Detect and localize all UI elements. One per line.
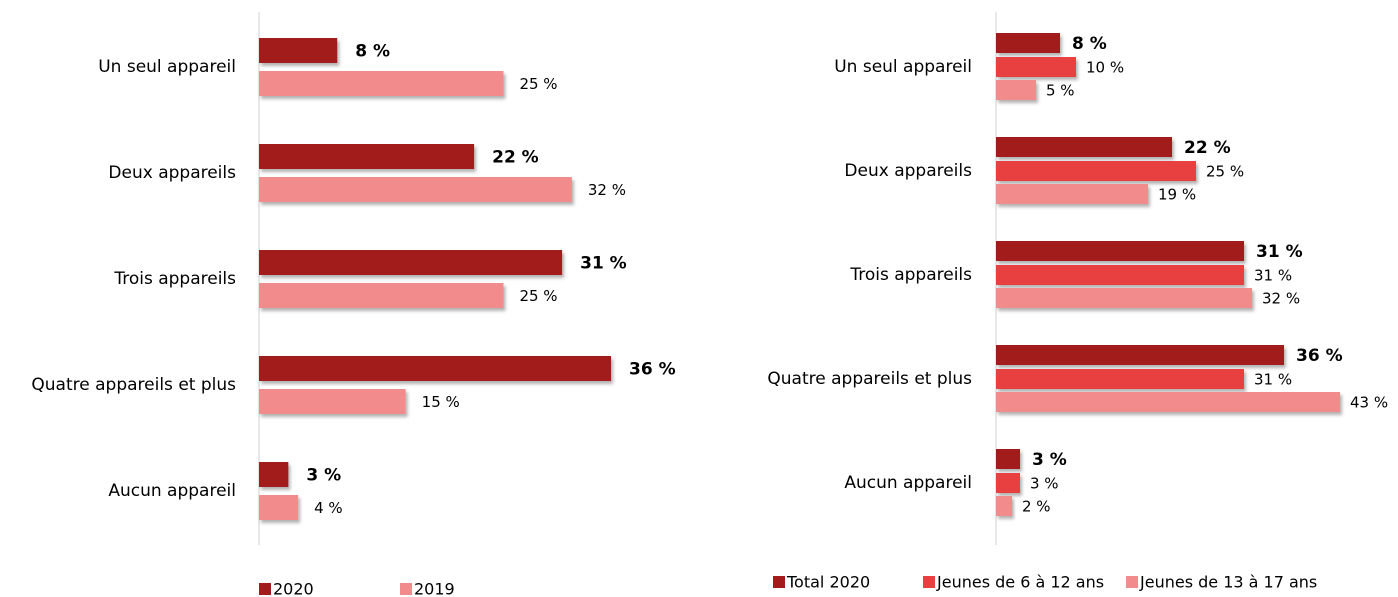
bar xyxy=(996,265,1244,285)
bar xyxy=(996,80,1036,100)
category-label: Deux appareils xyxy=(844,161,972,181)
value-label: 32 % xyxy=(588,181,626,199)
bar xyxy=(259,495,299,520)
bar xyxy=(996,288,1252,308)
value-label: 8 % xyxy=(355,42,390,62)
category-label: Aucun appareil xyxy=(844,473,972,493)
value-label: 32 % xyxy=(1262,290,1300,308)
legend-label: 2020 xyxy=(273,580,314,597)
value-label: 22 % xyxy=(1184,138,1231,158)
value-label: 25 % xyxy=(1206,163,1244,181)
bar xyxy=(996,184,1148,204)
category-label: Trois appareils xyxy=(113,269,236,289)
legend-swatch xyxy=(259,583,271,595)
legend-label: Total 2020 xyxy=(786,573,870,592)
legend-label: Jeunes de 6 à 12 ans xyxy=(936,573,1104,592)
value-label: 31 % xyxy=(1256,242,1303,262)
category-label: Quatre appareils et plus xyxy=(31,375,236,395)
value-label: 43 % xyxy=(1350,394,1388,412)
value-label: 31 % xyxy=(1254,267,1292,285)
bar xyxy=(996,473,1020,493)
category-label: Un seul appareil xyxy=(98,57,236,77)
bar xyxy=(259,283,504,308)
bar xyxy=(996,241,1244,261)
value-label: 10 % xyxy=(1086,59,1124,77)
bar xyxy=(259,389,406,414)
legend-swatch xyxy=(923,576,935,588)
bar xyxy=(996,33,1060,53)
value-label: 19 % xyxy=(1158,186,1196,204)
value-label: 25 % xyxy=(519,75,557,93)
value-label: 25 % xyxy=(519,287,557,305)
bar xyxy=(259,144,475,169)
value-label: 22 % xyxy=(492,148,539,168)
value-label: 31 % xyxy=(580,254,627,274)
category-label: Quatre appareils et plus xyxy=(767,369,972,389)
bar xyxy=(259,38,338,63)
category-label: Aucun appareil xyxy=(108,481,236,501)
bar xyxy=(996,137,1172,157)
bar xyxy=(996,161,1196,181)
value-label: 36 % xyxy=(629,360,676,380)
legend-label: Jeunes de 13 à 17 ans xyxy=(1139,573,1317,592)
value-label: 4 % xyxy=(314,499,343,517)
value-label: 2 % xyxy=(1022,498,1051,516)
value-label: 36 % xyxy=(1296,346,1343,366)
category-label: Deux appareils xyxy=(108,163,236,183)
legend-label: 2019 xyxy=(414,580,455,597)
bar xyxy=(996,57,1076,77)
value-label: 8 % xyxy=(1072,34,1107,54)
bar xyxy=(259,250,563,275)
bar xyxy=(996,392,1340,412)
value-label: 31 % xyxy=(1254,371,1292,389)
legend-swatch xyxy=(773,576,785,588)
value-label: 15 % xyxy=(422,393,460,411)
value-label: 3 % xyxy=(1032,450,1067,470)
value-label: 3 % xyxy=(306,466,341,486)
value-label: 5 % xyxy=(1046,82,1075,100)
bar xyxy=(259,71,504,96)
bar xyxy=(996,345,1284,365)
value-label: 3 % xyxy=(1030,475,1059,493)
category-label: Trois appareils xyxy=(849,265,972,285)
bar xyxy=(259,177,572,202)
bar xyxy=(259,356,611,381)
legend-swatch xyxy=(1126,576,1138,588)
bar xyxy=(259,462,289,487)
bar xyxy=(996,369,1244,389)
bar xyxy=(996,449,1020,469)
bar xyxy=(996,496,1012,516)
category-label: Un seul appareil xyxy=(834,57,972,77)
legend-swatch xyxy=(400,583,412,595)
